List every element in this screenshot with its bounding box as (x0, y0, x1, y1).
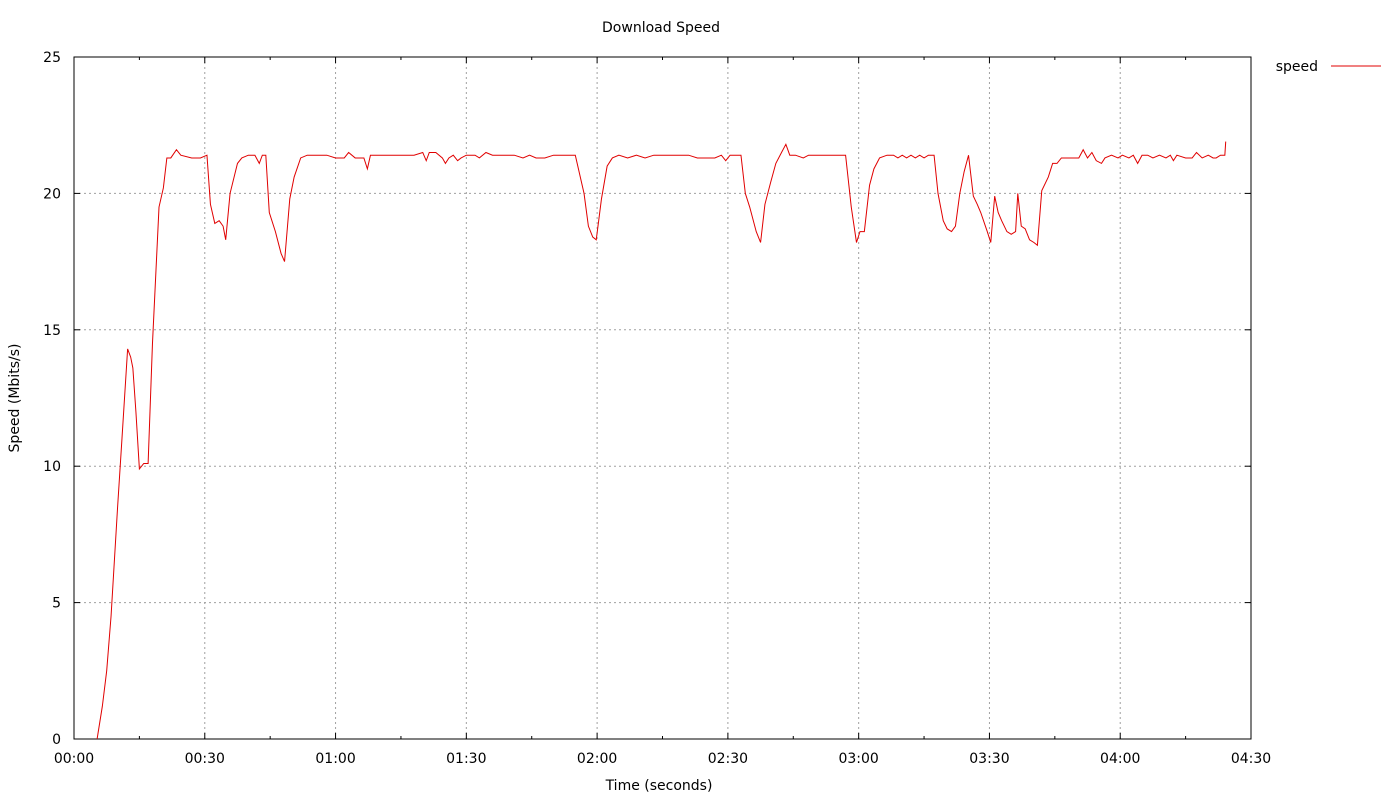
chart-title: Download Speed (602, 20, 720, 36)
x-tick-label: 00:00 (54, 751, 94, 767)
x-tick-label: 02:00 (577, 751, 617, 767)
x-tick-label: 04:30 (1231, 751, 1271, 767)
y-tick-label: 10 (43, 459, 61, 475)
legend: speed (1276, 59, 1381, 75)
y-tick-label: 25 (43, 50, 61, 66)
x-tick-label: 00:30 (185, 751, 225, 767)
grid-lines (74, 57, 1251, 739)
y-tick-label: 15 (43, 323, 61, 339)
x-tick-label: 03:00 (838, 751, 878, 767)
y-tick-label: 0 (52, 732, 61, 748)
y-tick-label: 20 (43, 186, 61, 202)
x-tick-label: 04:00 (1100, 751, 1140, 767)
y-tick-labels: 0 5 10 15 20 25 (43, 50, 61, 748)
speed-series-line (96, 141, 1227, 740)
axis-ticks (73, 56, 1252, 740)
plot-area-border (73, 56, 1252, 740)
y-axis-label: Speed (Mbits/s) (7, 344, 23, 453)
y-tick-label: 5 (52, 596, 61, 612)
x-axis-label: Time (seconds) (605, 778, 713, 794)
legend-label-speed: speed (1276, 59, 1318, 75)
x-tick-label: 01:30 (446, 751, 486, 767)
x-tick-label: 01:00 (315, 751, 355, 767)
x-tick-label: 03:30 (969, 751, 1009, 767)
x-tick-labels: 00:00 00:30 01:00 01:30 02:00 02:30 03:00 03:30… (54, 751, 1271, 767)
x-tick-label: 02:30 (708, 751, 748, 767)
